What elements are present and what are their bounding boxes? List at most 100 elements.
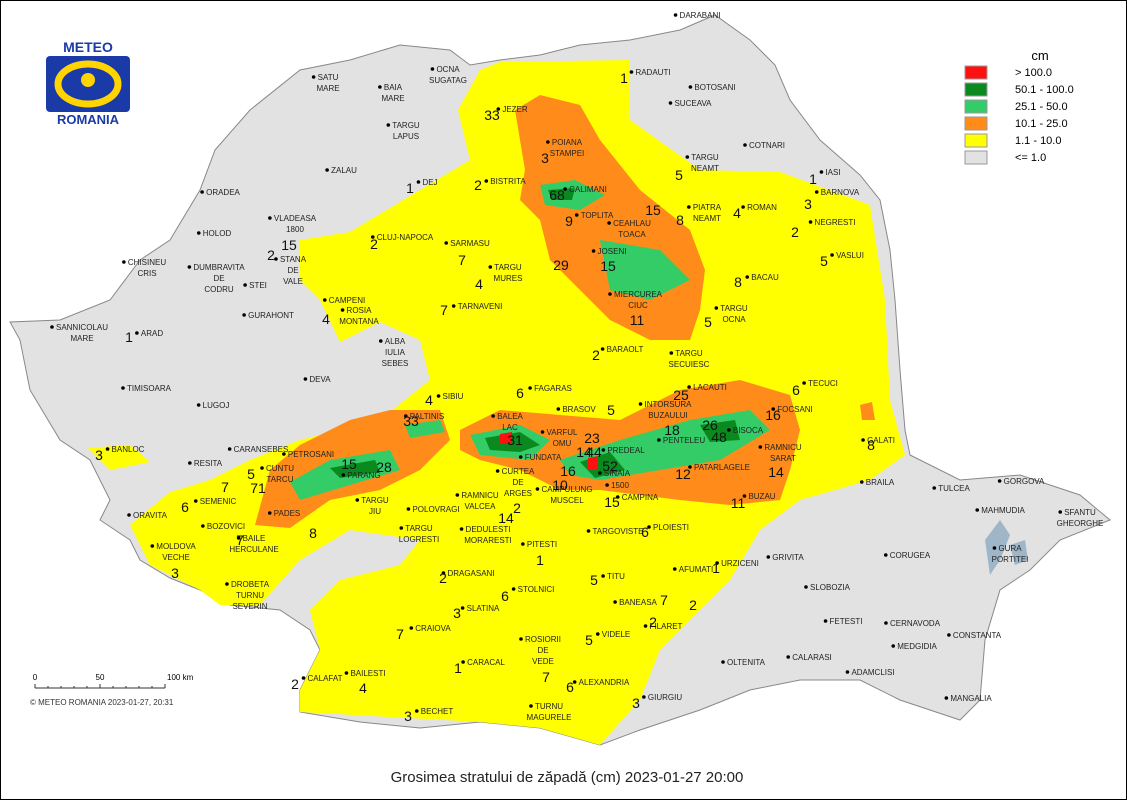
place-dot <box>685 155 690 159</box>
snow-value: 23 <box>584 430 600 446</box>
place-dot <box>669 351 674 355</box>
place-dot <box>121 386 125 390</box>
place-dot <box>495 469 500 473</box>
place-label: BARNOVA <box>821 188 860 197</box>
place-label: DE <box>287 266 298 275</box>
place-dot <box>430 67 435 71</box>
place-label: BANLOC <box>112 445 145 454</box>
snow-value: 10 <box>552 477 568 493</box>
snow-value: 3 <box>541 150 549 166</box>
legend-label: 50.1 - 100.0 <box>1015 84 1074 96</box>
place-dot <box>460 606 465 610</box>
place-label: TITU <box>607 572 625 581</box>
place-dot <box>804 585 808 589</box>
place-dot <box>741 205 745 209</box>
place-label: JIU <box>369 507 381 516</box>
place-label: DEJ <box>422 178 437 187</box>
place-dot <box>574 213 579 217</box>
snow-value: 68 <box>549 187 565 203</box>
place-dot <box>715 561 719 565</box>
place-dot <box>225 582 229 586</box>
snow-value: 33 <box>484 107 500 123</box>
place-dot <box>344 671 349 675</box>
place-label: NEAMT <box>691 164 719 173</box>
place-dot <box>823 619 828 623</box>
snow-value: 4 <box>733 205 741 221</box>
place-label: MANGALIA <box>950 694 992 703</box>
legend-unit: cm <box>1031 48 1048 63</box>
place-dot <box>243 283 247 287</box>
place-dot <box>122 260 126 264</box>
place-dot <box>105 447 110 451</box>
place-dot <box>997 479 1002 483</box>
legend-label: > 100.0 <box>1015 67 1052 79</box>
snow-value: 15 <box>600 258 616 274</box>
place-dot <box>638 402 643 406</box>
snow-value: 2 <box>689 597 697 613</box>
snow-value: 3 <box>632 695 640 711</box>
place-label: SLATINA <box>467 604 500 613</box>
place-dot <box>808 220 813 224</box>
place-label: ARAD <box>141 329 163 338</box>
place-label: POLOVRAGI <box>412 505 459 514</box>
water <box>985 520 1010 575</box>
place-dot <box>688 465 692 469</box>
place-label: TULCEA <box>938 484 970 493</box>
place-label: MIERCUREA <box>614 290 663 299</box>
place-label: TARGU <box>405 524 433 533</box>
place-label: BAILE <box>243 534 266 543</box>
place-label: AFUMATI <box>679 565 714 574</box>
snow-value: 5 <box>607 402 615 418</box>
snow-value: 29 <box>553 257 569 273</box>
place-dot <box>436 394 441 398</box>
snow-value: 3 <box>404 708 412 724</box>
place-dot <box>540 430 545 434</box>
legend-swatch <box>964 99 988 114</box>
place-label: DE <box>512 478 523 487</box>
place-label: CLUJ-NAPOCA <box>377 233 434 242</box>
place-label: BARAOLT <box>607 345 644 354</box>
place-dot <box>629 70 634 74</box>
zone-red <box>588 456 598 470</box>
place-dot <box>150 544 155 548</box>
scale-label: 100 km <box>167 673 194 682</box>
place-label: TECUCI <box>808 379 838 388</box>
scale-label: 50 <box>96 673 105 682</box>
place-label: FOCSANI <box>777 405 813 414</box>
place-dot <box>613 600 617 604</box>
snow-value: 11 <box>731 495 746 511</box>
place-dot <box>201 524 205 528</box>
place-label: SLOBOZIA <box>810 583 851 592</box>
place-dot <box>944 696 949 700</box>
place-label: TARGOVISTE <box>593 527 644 536</box>
place-label: LAC <box>502 423 518 432</box>
legend-swatch <box>964 150 988 165</box>
place-dot <box>687 385 691 389</box>
place-label: GHEORGHE <box>1057 519 1104 528</box>
place-label: CARANSEBES <box>234 445 289 454</box>
place-label: DE <box>537 646 548 655</box>
place-label: VASLUI <box>836 251 864 260</box>
place-dot <box>451 304 456 308</box>
place-label: FUNDATA <box>525 453 562 462</box>
place-dot <box>340 308 345 312</box>
place-label: BRASOV <box>562 405 596 414</box>
place-dot <box>721 660 725 664</box>
place-label: CAMPULUNG <box>541 485 592 494</box>
place-label: PENTELEU <box>663 436 705 445</box>
place-label: FETESTI <box>830 617 863 626</box>
place-label: VALE <box>283 277 303 286</box>
place-dot <box>268 216 272 220</box>
place-label: PREDEAL <box>607 446 645 455</box>
place-dot <box>521 542 525 546</box>
place-label: DEDULESTI <box>466 525 511 534</box>
place-dot <box>242 313 246 317</box>
snow-value: 15 <box>604 494 620 510</box>
snow-value: 2 <box>474 177 482 193</box>
snow-value: 1 <box>454 660 462 676</box>
place-dot <box>236 536 241 540</box>
place-dot <box>975 508 980 512</box>
place-label: RAMNICU <box>764 443 802 452</box>
place-label: CRIS <box>137 269 156 278</box>
